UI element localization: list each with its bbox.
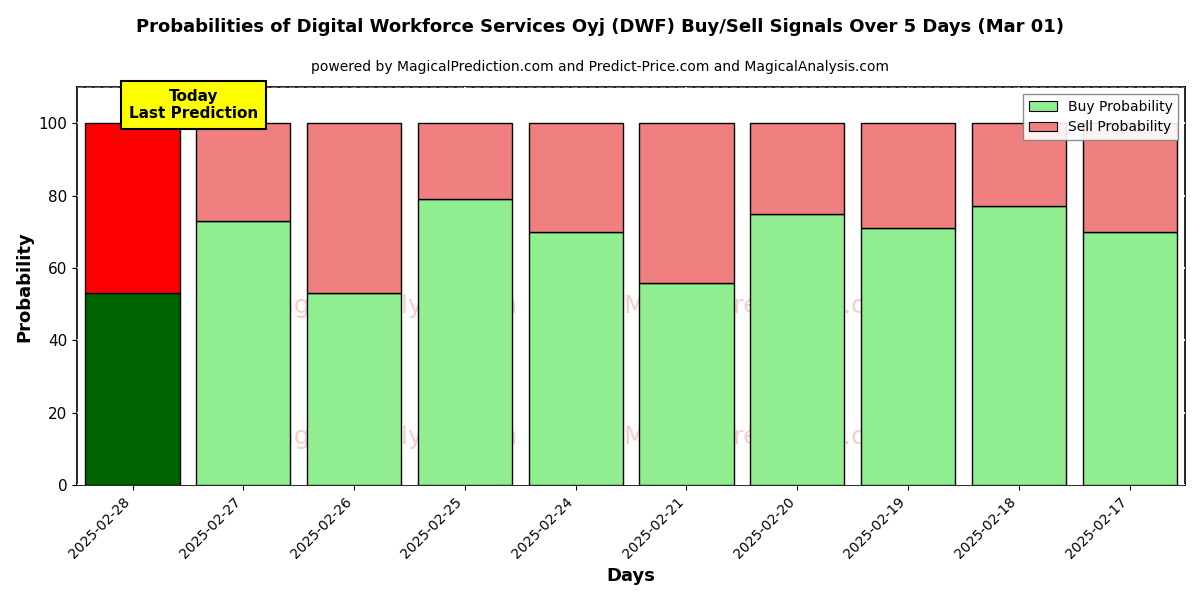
Bar [529, 232, 623, 485]
Bar [750, 214, 845, 485]
Text: MagicalAnalysis.com: MagicalAnalysis.com [257, 294, 517, 318]
Bar [85, 293, 180, 485]
Bar [418, 123, 512, 199]
Bar [750, 123, 845, 214]
Text: Probabilities of Digital Workforce Services Oyj (DWF) Buy/Sell Signals Over 5 Da: Probabilities of Digital Workforce Servi… [136, 18, 1064, 36]
Text: Today
Last Prediction: Today Last Prediction [128, 89, 258, 121]
Bar [972, 206, 1066, 485]
Text: powered by MagicalPrediction.com and Predict-Price.com and MagicalAnalysis.com: powered by MagicalPrediction.com and Pre… [311, 60, 889, 74]
Bar [972, 123, 1066, 206]
Text: MagicalPrediction.com: MagicalPrediction.com [623, 294, 905, 318]
Text: MagicalPrediction.com: MagicalPrediction.com [623, 425, 905, 449]
Bar [640, 123, 733, 283]
Bar [418, 199, 512, 485]
Bar [85, 123, 180, 293]
Bar [307, 293, 401, 485]
Text: MagicalAnalysis.com: MagicalAnalysis.com [257, 425, 517, 449]
Bar [307, 123, 401, 293]
X-axis label: Days: Days [607, 567, 655, 585]
Y-axis label: Probability: Probability [14, 231, 32, 341]
Bar [1082, 232, 1177, 485]
Bar [197, 221, 290, 485]
Bar [529, 123, 623, 232]
Bar [1082, 123, 1177, 232]
Bar [640, 283, 733, 485]
Bar [860, 228, 955, 485]
Legend: Buy Probability, Sell Probability: Buy Probability, Sell Probability [1024, 94, 1178, 140]
Bar [197, 123, 290, 221]
Bar [860, 123, 955, 228]
